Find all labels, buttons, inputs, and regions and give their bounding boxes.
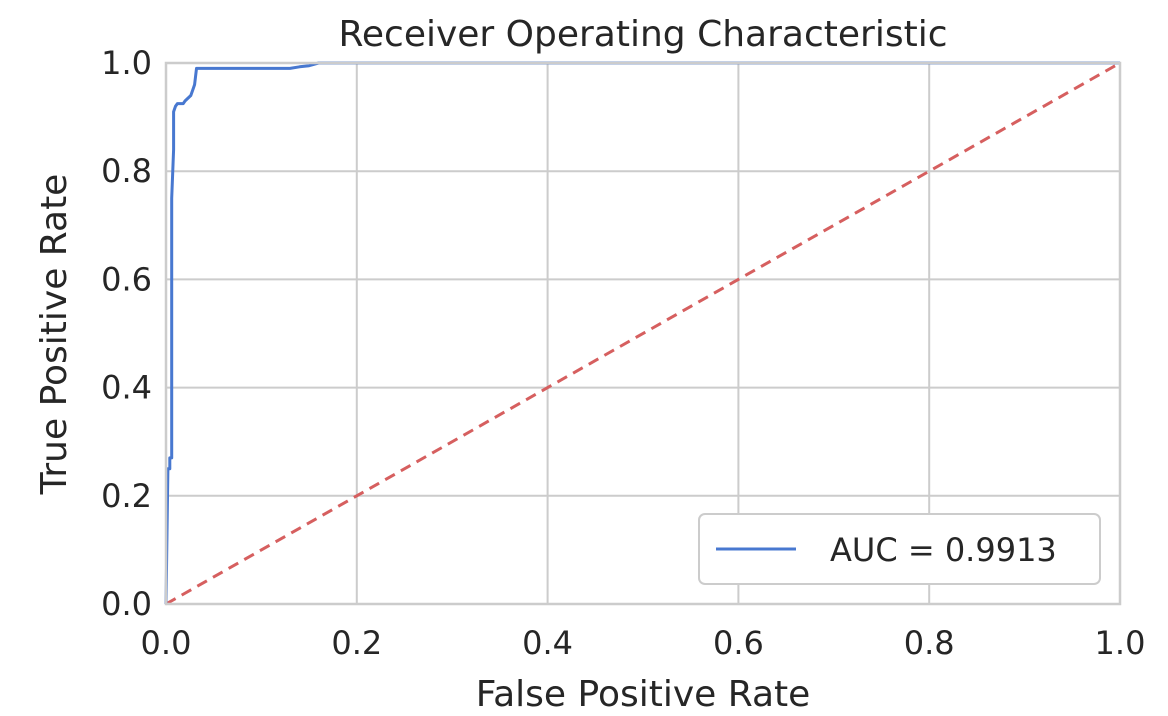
y-tick-labels: 0.0 0.2 0.4 0.6 0.8 1.0 xyxy=(101,44,152,623)
legend: AUC = 0.9913 xyxy=(698,513,1101,585)
x-tick-label: 0.2 xyxy=(331,624,382,662)
x-tick-label: 0.6 xyxy=(713,624,764,662)
legend-label: AUC = 0.9913 xyxy=(830,531,1057,569)
y-tick-label: 0.6 xyxy=(101,260,152,298)
x-tick-label: 0.8 xyxy=(904,624,955,662)
y-tick-label: 0.2 xyxy=(101,477,152,515)
x-tick-label: 1.0 xyxy=(1095,624,1146,662)
y-tick-label: 0.8 xyxy=(101,152,152,190)
chance-diagonal-line xyxy=(165,61,1121,606)
legend-box xyxy=(698,513,1101,585)
y-axis-label: True Positive Rate xyxy=(34,174,75,496)
x-axis-label: False Positive Rate xyxy=(476,674,811,715)
plot-frame xyxy=(164,61,1122,606)
x-tick-label: 0.4 xyxy=(522,624,573,662)
y-tick-label: 1.0 xyxy=(101,44,152,82)
x-tick-labels: 0.0 0.2 0.4 0.6 0.8 1.0 xyxy=(141,624,1146,662)
y-tick-label: 0.0 xyxy=(101,585,152,623)
y-tick-label: 0.4 xyxy=(101,369,152,407)
chart-title: Receiver Operating Characteristic xyxy=(338,14,947,55)
x-tick-label: 0.0 xyxy=(141,624,192,662)
